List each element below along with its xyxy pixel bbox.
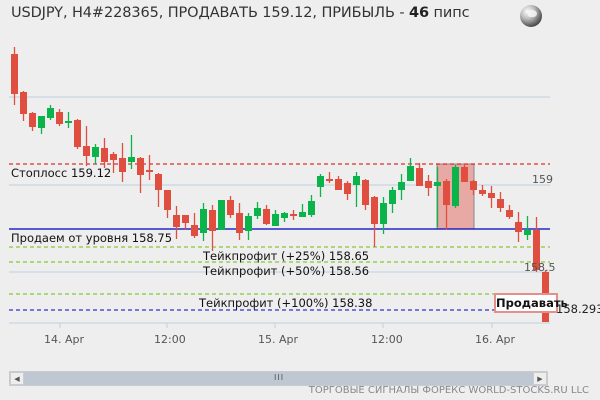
x-label-16-apr: 16. Apr	[475, 333, 516, 346]
tp25-label: Тейкпрофит (+25%) 158.65	[203, 249, 370, 263]
sell-button[interactable]: Продавать	[494, 293, 568, 313]
y-label-159: 159	[532, 173, 553, 186]
globe-icon[interactable]	[520, 5, 542, 27]
x-label-1200-a: 12:00	[154, 333, 186, 346]
y-label-158-5: 158.5	[524, 261, 556, 274]
stoploss-label: Стоплосс 159.12	[11, 166, 112, 180]
x-label-1200-b: 12:00	[371, 333, 403, 346]
title-prefix: USDJPY, H4#228365, ПРОДАВАТЬ 159.12, ПРИ…	[11, 5, 409, 21]
current-price-label: 158.293	[556, 302, 600, 316]
scroll-left-arrow-icon[interactable]: ◀	[10, 372, 24, 385]
entry-label: Продаем от уровня 158.75	[11, 231, 173, 245]
footer-credit: ТОРГОВЫЕ СИГНАЛЫ ФОРЕКС WORLD-STOCKS.RU …	[308, 385, 589, 396]
title-suffix: пипс	[428, 5, 470, 21]
tp100-label: Тейкпрофит (+100%) 158.38	[199, 296, 373, 310]
scrollbar-thumb[interactable]: III	[274, 373, 285, 382]
x-label-14-apr: 14. Apr	[44, 333, 85, 346]
scroll-right-arrow-icon[interactable]: ▶	[533, 372, 547, 385]
horizontal-scrollbar[interactable]: ◀ III ▶	[9, 371, 548, 386]
profit-value: 46	[409, 5, 429, 21]
tp50-label: Тейкпрофит (+50%) 158.56	[203, 264, 370, 278]
chart-title: USDJPY, H4#228365, ПРОДАВАТЬ 159.12, ПРИ…	[11, 5, 470, 21]
x-label-15-apr: 15. Apr	[258, 333, 299, 346]
